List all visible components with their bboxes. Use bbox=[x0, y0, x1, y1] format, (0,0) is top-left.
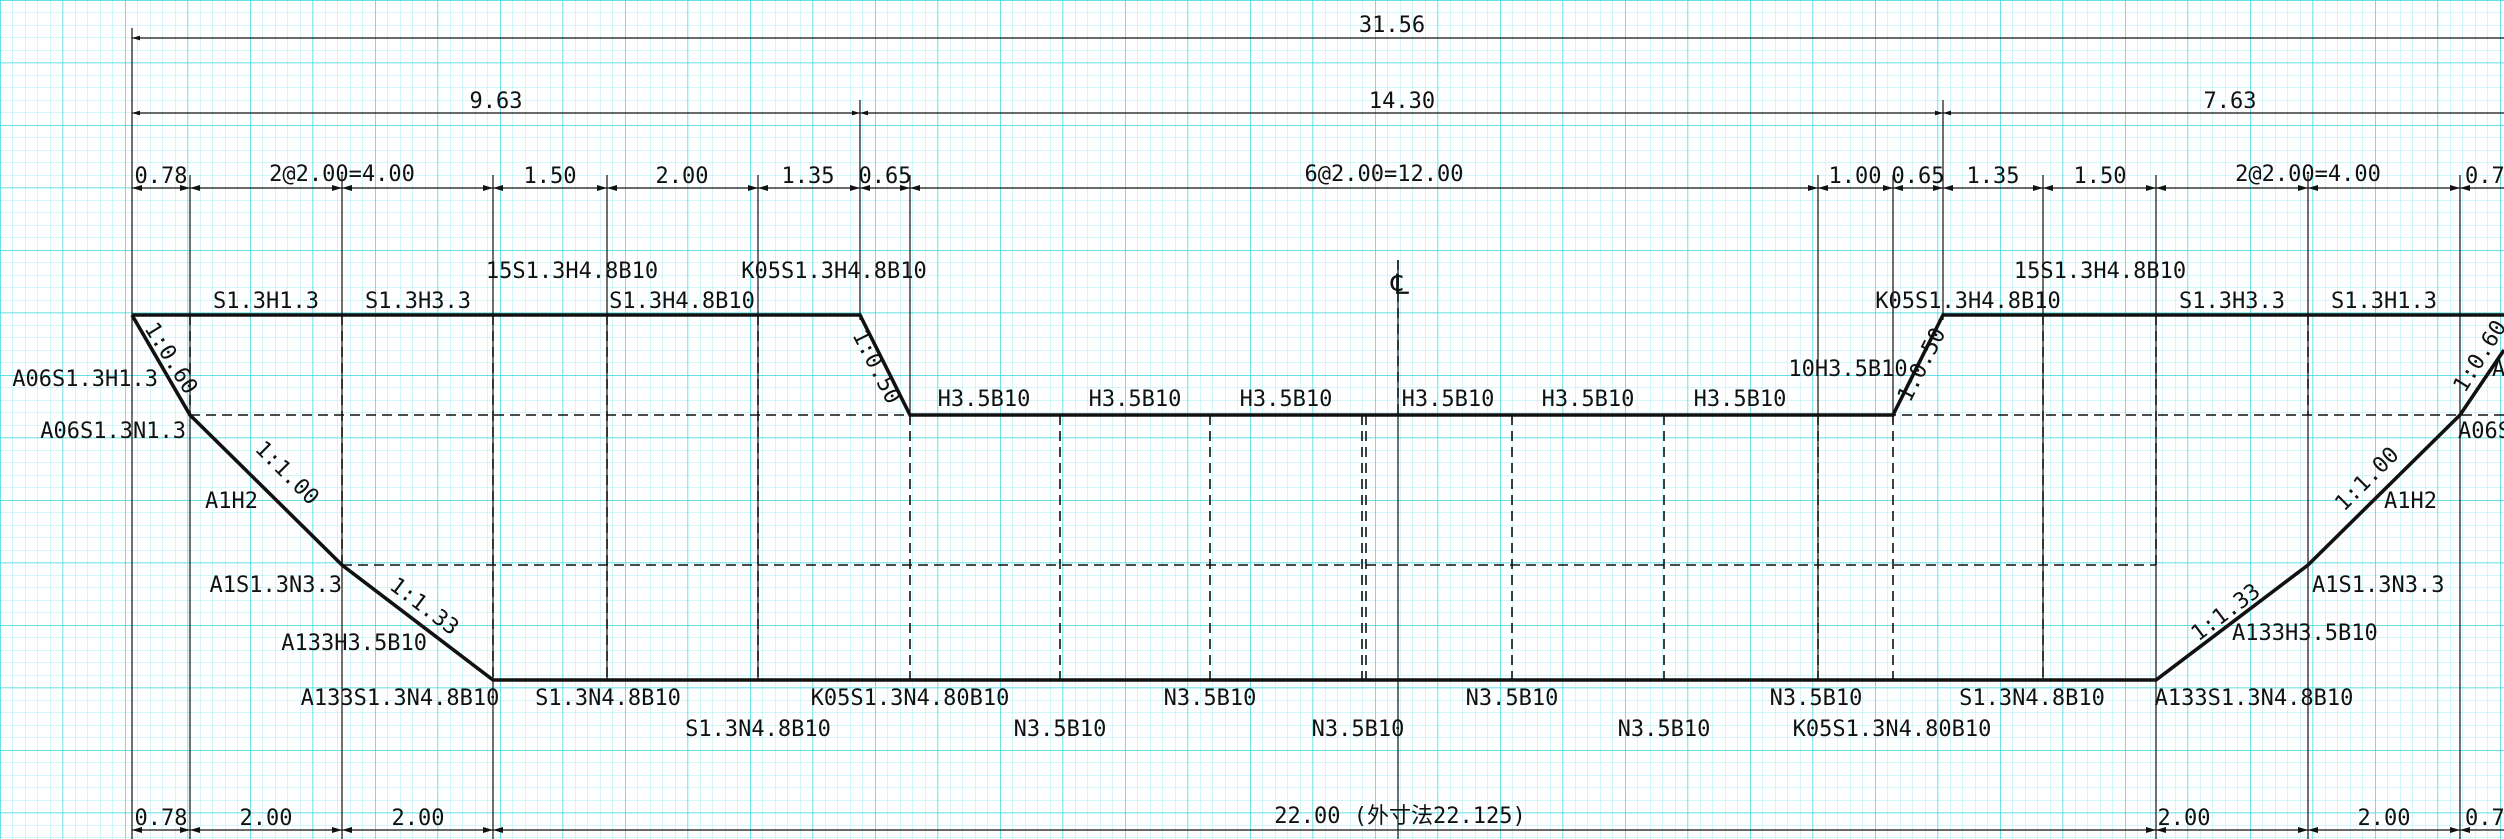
label-n35-3: N3.5B10 bbox=[1312, 717, 1405, 742]
dim-overall: 31.56 bbox=[1359, 13, 1425, 38]
label-s13h33-right: S1.3H3.3 bbox=[2179, 289, 2285, 314]
dim-l3-r6: 0.78 bbox=[2465, 164, 2504, 189]
dim-l3-l4: 2.00 bbox=[656, 164, 709, 189]
dim-bot-r3: 0.78 bbox=[2465, 806, 2504, 831]
dim-right-7-63: 7.63 bbox=[2204, 89, 2257, 114]
label-a133h-right: A133H3.5B10 bbox=[2232, 621, 2378, 646]
dim-bot-r1: 2.00 bbox=[2158, 806, 2211, 831]
dim-bot-l3: 2.00 bbox=[392, 806, 445, 831]
label-a06s-h-left: A06S1.3H1.3 bbox=[12, 367, 158, 392]
dim-l3-r3: 1.35 bbox=[1967, 164, 2020, 189]
label-s13h48b10-left: S1.3H4.8B10 bbox=[609, 289, 755, 314]
dimension-values: 31.56 9.63 14.30 7.63 0.78 2@2.00=4.00 1… bbox=[135, 13, 2504, 831]
dim-center-14-30: 14.30 bbox=[1369, 89, 1435, 114]
dim-l3-l5: 1.35 bbox=[782, 164, 835, 189]
label-h35-4: H3.5B10 bbox=[1402, 387, 1495, 412]
label-n35-1: N3.5B10 bbox=[1014, 717, 1107, 742]
label-a06s-right: A06S bbox=[2458, 419, 2504, 444]
dim-l3-l1: 0.78 bbox=[135, 164, 188, 189]
label-s13n48-1: S1.3N4.8B10 bbox=[535, 686, 681, 711]
label-k05-right: K05S1.3H4.8B10 bbox=[1875, 289, 2060, 314]
label-a133s-right: A133S1.3N4.8B10 bbox=[2155, 686, 2354, 711]
label-n35-2: N3.5B10 bbox=[1164, 686, 1257, 711]
label-k05-left: K05S1.3H4.8B10 bbox=[741, 259, 926, 284]
dim-l3-r1: 1.00 bbox=[1829, 164, 1882, 189]
dim-l3-r2: 0.65 bbox=[1892, 164, 1945, 189]
label-a1s-right: A1S1.3N3.3 bbox=[2312, 573, 2444, 598]
label-a1s-left: A1S1.3N3.3 bbox=[210, 573, 342, 598]
label-s13h13-right: S1.3H1.3 bbox=[2331, 289, 2437, 314]
label-h35-1: H3.5B10 bbox=[938, 387, 1031, 412]
label-s13n48-2: S1.3N4.8B10 bbox=[685, 717, 831, 742]
dim-bot-l1: 0.78 bbox=[135, 806, 188, 831]
label-n35-4: N3.5B10 bbox=[1466, 686, 1559, 711]
label-h35-6: H3.5B10 bbox=[1694, 387, 1787, 412]
label-10h35: 10H3.5B10 bbox=[1788, 357, 1907, 382]
label-15s-right: 15S1.3H4.8B10 bbox=[2014, 259, 2186, 284]
label-n35-5: N3.5B10 bbox=[1618, 717, 1711, 742]
label-a1h2-left: A1H2 bbox=[205, 489, 258, 514]
dim-l3-r5: 2@2.00=4.00 bbox=[2235, 162, 2381, 187]
dim-l3-l6: 0.65 bbox=[859, 164, 912, 189]
label-s13h13-left: S1.3H1.3 bbox=[213, 289, 319, 314]
dim-left-9-63: 9.63 bbox=[470, 89, 523, 114]
dim-bot-center: 22.00 (外寸法22.125) bbox=[1274, 804, 1525, 829]
label-h35-2: H3.5B10 bbox=[1089, 387, 1182, 412]
label-a06s-n-left: A06S1.3N1.3 bbox=[40, 419, 186, 444]
dim-l3-l2: 2@2.00=4.00 bbox=[269, 162, 415, 187]
label-n35-6: N3.5B10 bbox=[1770, 686, 1863, 711]
label-h35-5: H3.5B10 bbox=[1542, 387, 1635, 412]
label-a133h-left: A133H3.5B10 bbox=[281, 631, 427, 656]
segment-labels: S1.3H1.3 S1.3H3.3 S1.3H4.8B10 15S1.3H4.8… bbox=[12, 259, 2504, 742]
dim-l3-center: 6@2.00=12.00 bbox=[1305, 162, 1464, 187]
label-k05n-2: K05S1.3N4.80B10 bbox=[1793, 717, 1992, 742]
dim-l3-r4: 1.50 bbox=[2074, 164, 2127, 189]
dimension-ticks bbox=[132, 185, 2470, 833]
dim-bot-l2: 2.00 bbox=[240, 806, 293, 831]
label-a1h2-right: A1H2 bbox=[2384, 489, 2437, 514]
label-s13h33-left: S1.3H3.3 bbox=[365, 289, 471, 314]
label-15s-left: 15S1.3H4.8B10 bbox=[486, 259, 658, 284]
dim-l3-l3: 1.50 bbox=[524, 164, 577, 189]
dim-bot-r2: 2.00 bbox=[2358, 806, 2411, 831]
label-k05n-1: K05S1.3N4.80B10 bbox=[811, 686, 1010, 711]
label-s13n48-3: S1.3N4.8B10 bbox=[1959, 686, 2105, 711]
label-h35-3: H3.5B10 bbox=[1240, 387, 1333, 412]
label-a-edge-right: A bbox=[2492, 357, 2504, 382]
centerline-symbol: ℄ bbox=[1390, 268, 1409, 301]
section-outline bbox=[130, 313, 2504, 682]
label-a133s-left: A133S1.3N4.8B10 bbox=[301, 686, 500, 711]
